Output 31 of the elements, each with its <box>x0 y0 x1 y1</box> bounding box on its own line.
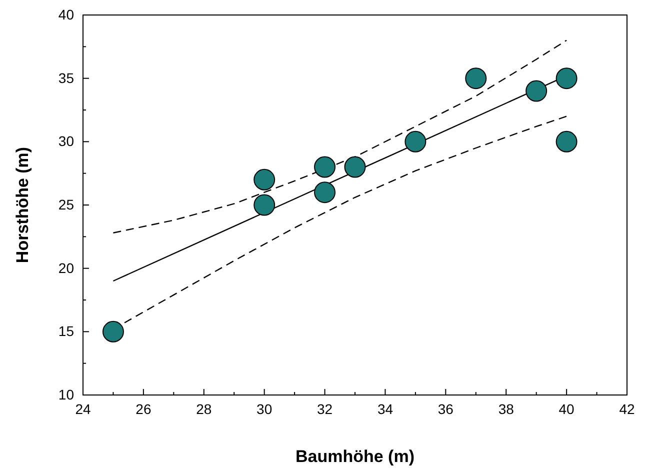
x-axis-title: Baumhöhe (m) <box>296 447 414 466</box>
point <box>344 156 366 178</box>
y-tick-label: 30 <box>58 133 74 150</box>
point <box>254 194 276 216</box>
x-tick-label: 34 <box>377 400 394 417</box>
point <box>404 130 426 152</box>
point <box>526 80 548 102</box>
point <box>314 182 336 204</box>
y-tick-label: 40 <box>58 6 74 22</box>
point <box>314 156 336 178</box>
line-series <box>112 40 568 234</box>
point <box>556 68 578 90</box>
point <box>556 130 578 152</box>
y-tick-label: 15 <box>58 323 74 340</box>
y-tick-label: 10 <box>58 386 74 402</box>
y-tick-label: 35 <box>58 70 74 86</box>
x-tick-label: 36 <box>438 400 454 417</box>
x-tick-label: 28 <box>196 400 212 417</box>
point <box>102 320 124 342</box>
x-tick-label: 42 <box>619 400 635 417</box>
y-tick-label: 25 <box>58 196 74 212</box>
x-tick-label: 24 <box>75 400 91 417</box>
point <box>465 68 487 90</box>
x-tick-label: 40 <box>558 400 575 417</box>
x-tick-label: 32 <box>316 400 333 417</box>
point <box>254 168 276 190</box>
x-tick-label: 38 <box>498 400 514 417</box>
y-axis-title: Horsthöhe (m) <box>13 146 32 264</box>
y-tick-label: 20 <box>58 260 74 276</box>
x-tick-label: 26 <box>136 400 152 417</box>
x-tick-label: 30 <box>256 400 272 417</box>
